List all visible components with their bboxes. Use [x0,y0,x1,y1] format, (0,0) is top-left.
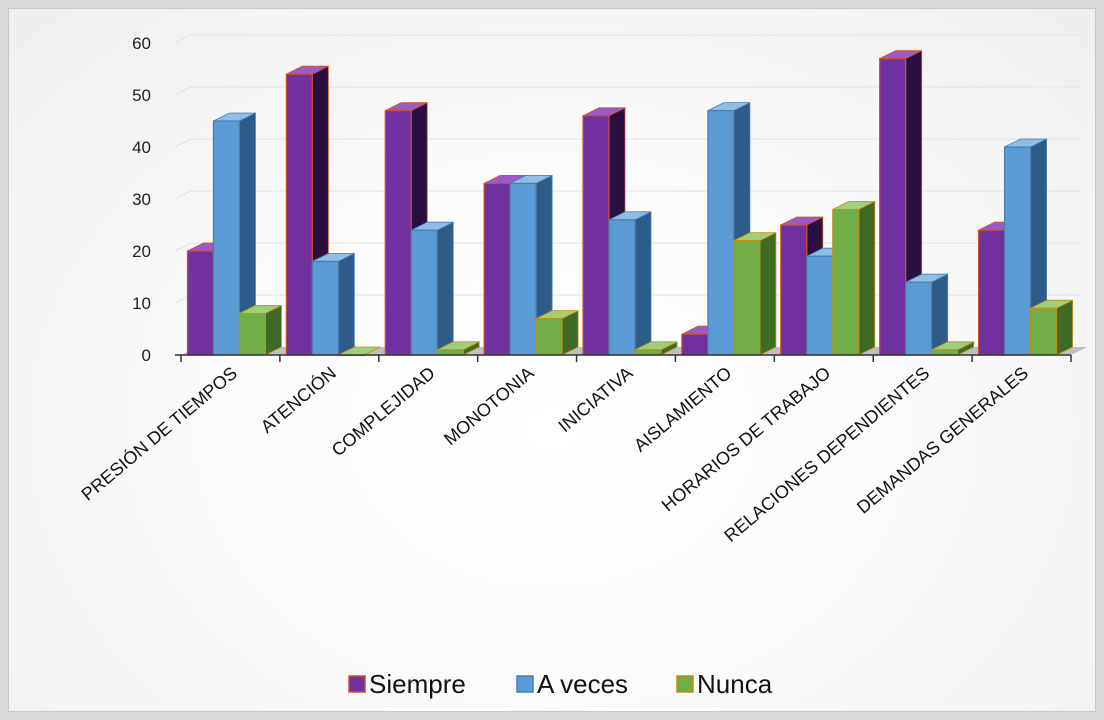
y-tick-label: 10 [132,294,151,313]
legend-swatch [676,675,694,693]
bar-a-veces [1003,138,1047,356]
y-tick-label: 50 [132,86,151,105]
chart-frame: 0 10 20 30 40 50 60 PRESIÓN DE TIEMPOS ATENCIÓN… [8,8,1096,712]
y-tick-label: 60 [132,34,151,53]
gridline-depth [174,242,192,252]
legend-label: A veces [537,669,628,699]
y-tick-label: 30 [132,190,151,209]
legend-item-siempre: Siempre [348,669,466,699]
legend-swatch [516,675,534,693]
legend-label: Siempre [369,669,466,699]
legend-swatch [348,675,366,693]
bar-nunca [535,309,579,356]
bar-a-veces [509,174,553,356]
x-category-label: MONOTONIA [440,363,538,449]
x-category-label: RELACIONES DEPENDIENTES [720,363,933,546]
gridline-depth [174,34,192,44]
legend-label: Nunca [697,669,773,699]
bar-siempre [879,49,923,356]
bar-a-veces [905,273,949,356]
y-axis: 0 10 20 30 40 50 60 [132,34,151,365]
legend-item-nunca: Nunca [676,669,773,699]
bars [186,49,1073,357]
y-tick-label: 40 [132,138,151,157]
x-category-label: PRESIÓN DE TIEMPOS [77,362,241,505]
clustered-bar-chart: 0 10 20 30 40 50 60 PRESIÓN DE TIEMPOS ATENCIÓN… [77,34,1087,699]
bar-a-veces [311,252,355,356]
y-tick-label: 0 [142,346,151,365]
bar-a-veces [608,211,652,356]
bar-nunca [634,341,678,356]
x-category-label: COMPLEJIDAD [328,363,439,461]
bar-nunca [1029,299,1073,356]
x-category-label: INICIATIVA [555,363,637,436]
y-tick-label: 20 [132,242,151,261]
gridline-depth [174,190,192,200]
gridline-depth [174,138,192,148]
bar-nunca [238,304,282,356]
x-category-label: AISLAMIENTO [630,363,735,456]
bar-a-veces [410,221,454,356]
bar-nunca [733,231,777,356]
x-category-label: ATENCIÓN [256,362,340,437]
gridline-depth [174,86,192,96]
bar-a-veces [212,112,256,356]
bar-nunca [832,200,876,356]
x-category-label: HORARIOS DE TRABAJO [658,363,835,516]
bar-nunca [436,341,480,356]
legend: Siempre A veces Nunca [348,669,773,699]
x-category-label: DEMANDAS GENERALES [853,363,1032,518]
legend-item-a-veces: A veces [516,669,628,699]
